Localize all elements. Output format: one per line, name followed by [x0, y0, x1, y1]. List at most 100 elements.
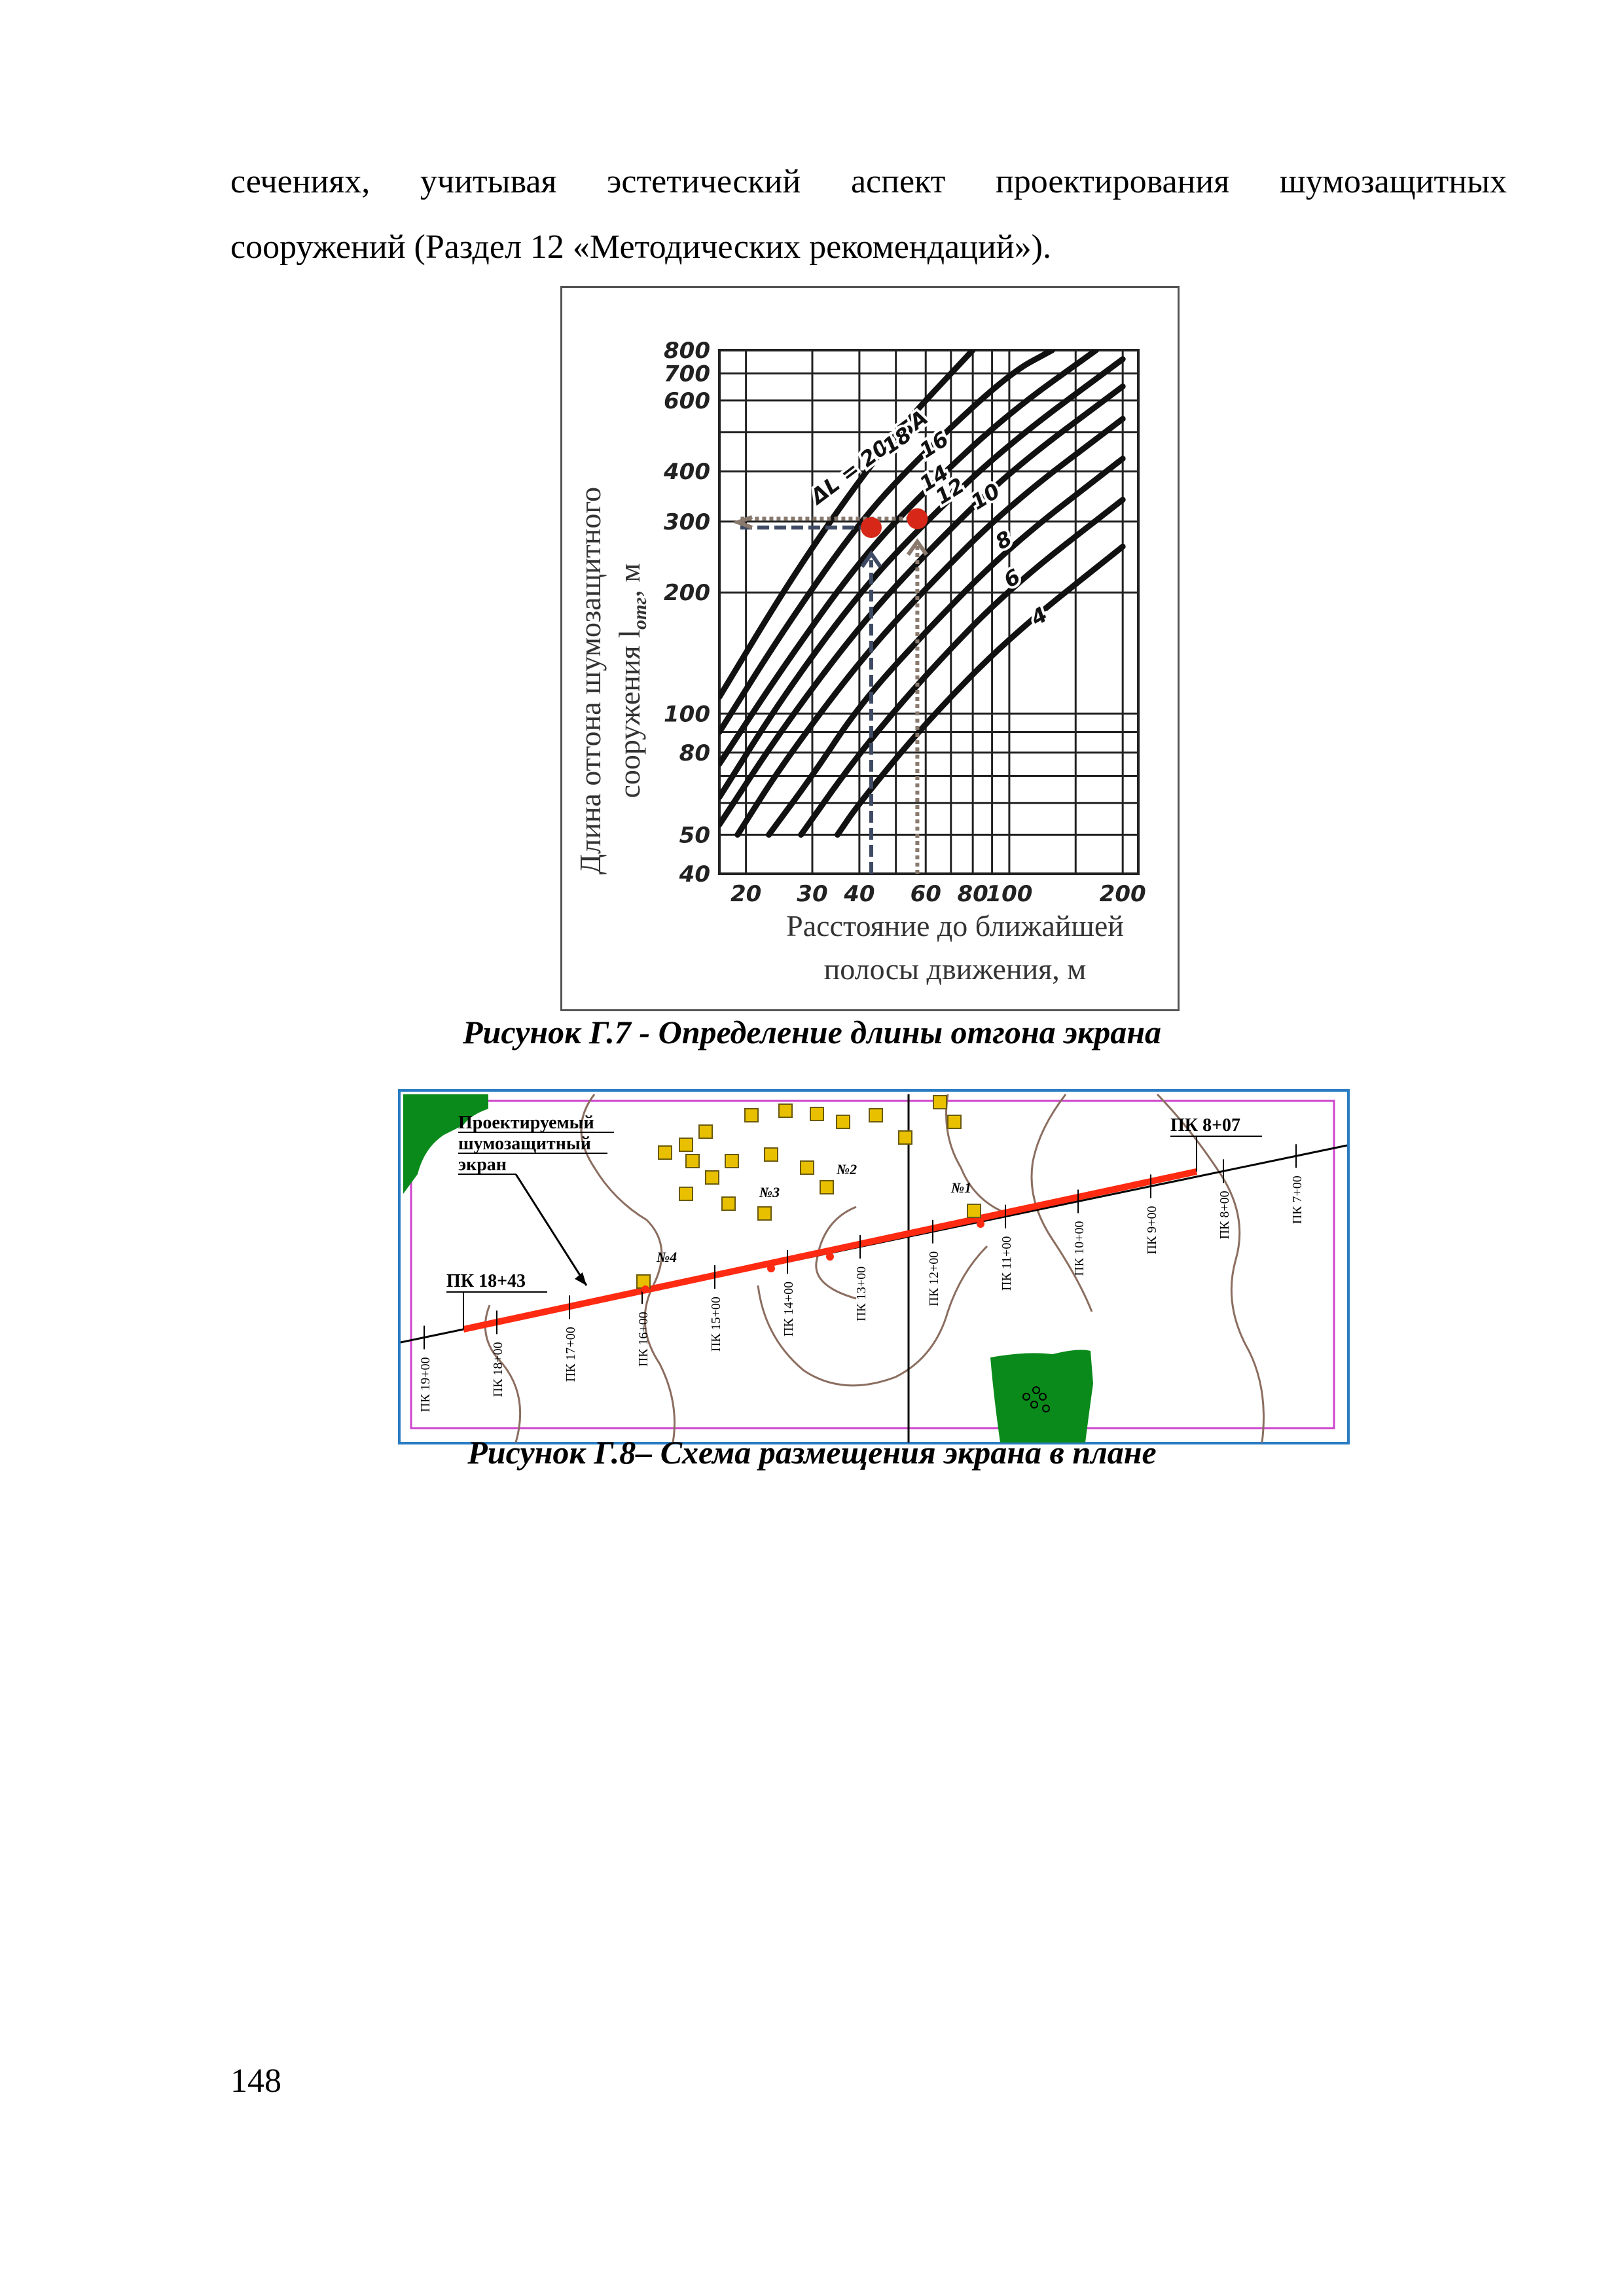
y-tick-label: 800 — [664, 338, 710, 364]
legend-arrowhead — [575, 1272, 586, 1285]
y-axis-label-line2: сооружения lотг, м — [613, 563, 651, 798]
station-label: ПК 14+00 — [782, 1282, 796, 1336]
y-tick-label: 300 — [664, 509, 710, 535]
y-tick-label: 40 — [679, 861, 710, 888]
receiver-points — [641, 1220, 984, 1293]
station-label: ПК 12+00 — [927, 1251, 941, 1306]
station-label: ПК 9+00 — [1145, 1206, 1159, 1254]
x-tick-label: 60 — [911, 881, 941, 907]
curve-16 — [719, 350, 1100, 767]
building — [658, 1145, 672, 1160]
legend-label-line2: шумозащитный — [458, 1134, 591, 1154]
y-tick-label: 200 — [664, 580, 710, 606]
station-label: ПК 18+00 — [491, 1342, 505, 1397]
station-label: ПК 7+00 — [1290, 1175, 1305, 1224]
x-axis-label-line1: Расстояние до ближайшей — [786, 909, 1124, 942]
building — [721, 1196, 736, 1211]
x-tick-label: 200 — [1100, 881, 1146, 907]
y-axis-label-main: сооружения l — [613, 630, 646, 798]
buildings — [636, 1095, 981, 1289]
building — [898, 1130, 912, 1145]
chart-curves — [719, 350, 1126, 838]
station-label: ПК 11+00 — [1000, 1236, 1014, 1291]
data-point-1 — [860, 516, 882, 538]
y-tick-label: 400 — [663, 459, 710, 485]
forest-area-topleft — [403, 1094, 488, 1194]
figure-g8-map: ПК 19+00 ПК 18+00 ПК 17+00 ПК 16+00 ПК 15+00… — [398, 1089, 1350, 1444]
station-label: ПК 10+00 — [1072, 1221, 1087, 1276]
building — [764, 1147, 778, 1162]
building — [869, 1108, 883, 1122]
building — [800, 1160, 814, 1175]
chart-grid — [718, 349, 1140, 875]
forest-area-bottom — [990, 1350, 1093, 1443]
y-tick-label: 100 — [664, 701, 710, 727]
page-number: 148 — [230, 2062, 281, 2100]
station-label: ПК 17+00 — [564, 1327, 578, 1382]
building — [810, 1107, 824, 1121]
plot-frame — [718, 349, 1140, 875]
x-tick-label: 100 — [986, 881, 1032, 907]
building — [947, 1115, 962, 1129]
curve-18 — [719, 350, 1055, 735]
end-station-label: ПК 8+07 — [1170, 1115, 1240, 1136]
curve-10 — [734, 416, 1126, 838]
y-tick-label: 50 — [679, 822, 710, 848]
building — [778, 1103, 793, 1118]
arrowhead-horizontal — [732, 515, 753, 529]
chart-points — [860, 508, 928, 538]
station-label: ПК 16+00 — [636, 1312, 651, 1367]
y-tick-label: 700 — [664, 361, 710, 387]
figure-g8-caption: Рисунок Г.8– Схема размещения экрана в п… — [467, 1434, 1157, 1471]
legend-leader-line — [514, 1174, 588, 1286]
building — [933, 1095, 947, 1109]
building — [698, 1124, 713, 1139]
receiver-label-2: №2 — [836, 1161, 857, 1177]
body-line-2: сооружений (Раздел 12 «Методических реко… — [230, 228, 1051, 266]
station-label: ПК 19+00 — [418, 1357, 433, 1412]
curve-dl-20 — [719, 350, 976, 700]
station-ticks: ПК 19+00 ПК 18+00 ПК 17+00 ПК 16+00 ПК 15+00… — [418, 1144, 1305, 1412]
building — [705, 1170, 719, 1185]
building — [967, 1204, 981, 1218]
curve-12 — [719, 383, 1126, 828]
building — [685, 1154, 700, 1168]
x-axis-label-line2: полосы движения, м — [824, 952, 1087, 986]
noise-screen-line — [462, 1168, 1198, 1333]
building — [836, 1115, 850, 1129]
data-point-2 — [907, 508, 928, 529]
body-line-1: сечениях, учитывая эстетический аспект п… — [230, 163, 1507, 200]
receiver-label-3: №3 — [759, 1184, 780, 1200]
y-axis-label-unit: , м — [613, 563, 646, 597]
y-tick-label: 80 — [679, 740, 710, 766]
station-label: ПК 13+00 — [854, 1266, 869, 1321]
building — [725, 1154, 739, 1168]
curve-6 — [798, 497, 1126, 838]
legend-label-line1: Проектируемый — [458, 1113, 594, 1133]
start-station-label: ПК 18+43 — [446, 1271, 526, 1291]
forest-dots — [1022, 1386, 1050, 1412]
legend-label-line3: экран — [458, 1155, 507, 1175]
curve-8 — [766, 456, 1126, 838]
x-tick-label: 40 — [843, 881, 875, 907]
y-tick-label: 600 — [664, 388, 710, 414]
x-tick-label: 30 — [797, 881, 827, 907]
x-tick-label: 80 — [957, 881, 988, 907]
y-axis-label-sub: отг — [629, 598, 651, 630]
curve-4 — [835, 543, 1126, 838]
building — [820, 1180, 834, 1194]
body-paragraph: сечениях, учитывая эстетический аспект п… — [230, 149, 1507, 280]
building — [679, 1187, 693, 1201]
figure-g7-caption: Рисунок Г.7 - Определение длины отгона э… — [463, 1014, 1161, 1050]
building — [679, 1138, 693, 1152]
arrowhead-vertical-1 — [860, 550, 882, 568]
building — [744, 1108, 759, 1122]
curve-label: ΔL = 20дБА — [804, 405, 933, 511]
figure-g7-chart: 800 700 600 400 300 200 100 80 50 40 20 30 40 60 80 100… — [560, 286, 1180, 1011]
map-outer-frame — [398, 1089, 1350, 1444]
receiver-label-1: №1 — [950, 1179, 971, 1196]
building — [757, 1206, 772, 1221]
map-inner-frame — [410, 1100, 1335, 1429]
